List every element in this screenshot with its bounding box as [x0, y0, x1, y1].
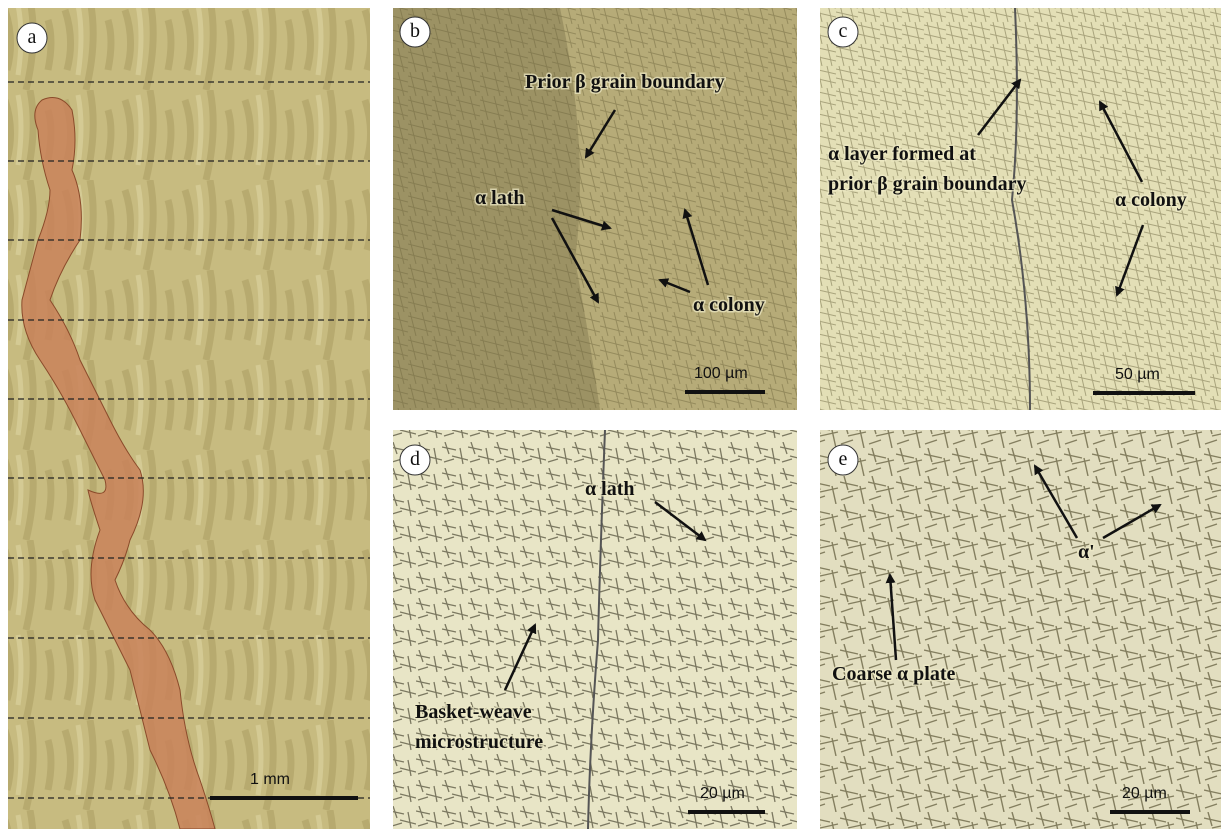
panel-c: c α layer formed at prior β grain bounda…: [820, 8, 1221, 410]
annotation: α colony: [1115, 189, 1187, 211]
annotation: Prior β grain boundary: [525, 71, 725, 93]
panel-letter: d: [410, 448, 420, 470]
annotation: α layer formed at: [828, 143, 976, 165]
micrograph: [820, 430, 1221, 829]
panel-letter: e: [839, 448, 848, 470]
annotation: α lath: [475, 187, 525, 209]
scale-bar-label: 20 µm: [1122, 785, 1167, 802]
panel-letter: c: [839, 20, 848, 42]
panel-letter: b: [410, 20, 420, 42]
annotation: prior β grain boundary: [828, 173, 1027, 195]
panel-letter: a: [28, 26, 37, 48]
scale-bar-label: 1 mm: [250, 771, 290, 788]
annotation: α lath: [585, 478, 635, 500]
scale-bar-label: 20 µm: [700, 785, 745, 802]
darker-grain: [393, 8, 600, 410]
annotation: microstructure: [415, 731, 543, 753]
scale-bar-label: 100 µm: [694, 365, 748, 382]
panel-a: a 1 mm: [8, 8, 370, 829]
figure: a 1 mm b Prior β grain boundary α lath α…: [0, 0, 1221, 829]
annotation: α': [1078, 541, 1095, 563]
annotation: Coarse α plate: [832, 663, 955, 685]
annotation: α colony: [693, 294, 765, 316]
annotation: Basket-weave: [415, 701, 532, 723]
panel-d: d α lath Basket-weave microstructure 20 …: [393, 430, 797, 829]
panel-b: b Prior β grain boundary α lath α colony…: [393, 8, 797, 410]
scale-bar-label: 50 µm: [1115, 366, 1160, 383]
panel-e: e α' Coarse α plate 20 µm: [820, 430, 1221, 829]
